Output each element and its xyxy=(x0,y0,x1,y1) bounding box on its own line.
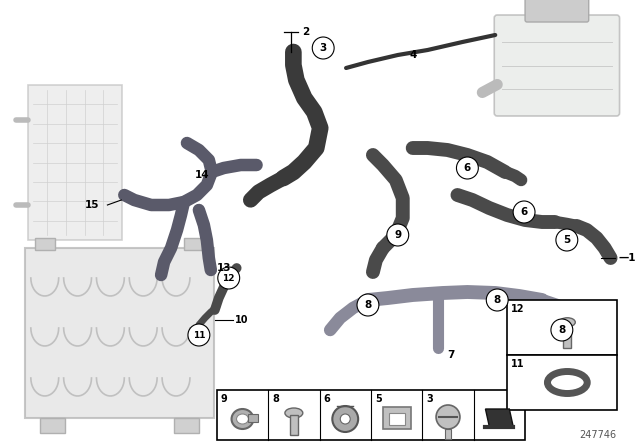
Text: 6: 6 xyxy=(324,394,330,404)
Circle shape xyxy=(436,405,460,429)
Circle shape xyxy=(188,324,210,346)
Ellipse shape xyxy=(559,318,575,327)
FancyBboxPatch shape xyxy=(28,85,122,240)
Circle shape xyxy=(387,224,409,246)
Text: 14: 14 xyxy=(195,170,209,180)
Text: 11: 11 xyxy=(193,331,205,340)
Text: 15: 15 xyxy=(85,200,99,210)
Text: 5: 5 xyxy=(375,394,381,404)
Bar xyxy=(445,429,451,439)
Text: 3: 3 xyxy=(426,394,433,404)
FancyBboxPatch shape xyxy=(494,15,620,116)
Text: 10: 10 xyxy=(235,315,248,325)
Text: 9: 9 xyxy=(394,230,401,240)
Bar xyxy=(248,414,259,422)
Ellipse shape xyxy=(285,408,303,418)
Text: 8: 8 xyxy=(272,394,279,404)
Bar xyxy=(563,326,572,348)
Ellipse shape xyxy=(554,376,581,388)
Circle shape xyxy=(340,414,350,424)
Text: 5: 5 xyxy=(563,235,570,245)
FancyBboxPatch shape xyxy=(25,248,214,418)
Text: 6: 6 xyxy=(520,207,528,217)
Text: 8: 8 xyxy=(558,325,566,335)
Bar xyxy=(290,415,298,435)
Circle shape xyxy=(312,37,334,59)
Circle shape xyxy=(556,229,578,251)
Text: 13: 13 xyxy=(217,263,231,273)
Text: 12: 12 xyxy=(511,304,525,314)
Text: 4: 4 xyxy=(410,50,417,60)
Bar xyxy=(217,390,525,440)
Bar xyxy=(507,355,616,410)
Polygon shape xyxy=(486,409,513,427)
Ellipse shape xyxy=(237,414,248,424)
Text: 12: 12 xyxy=(223,273,235,283)
Circle shape xyxy=(513,201,535,223)
Bar xyxy=(174,418,199,433)
Circle shape xyxy=(357,294,379,316)
Text: —1: —1 xyxy=(618,253,636,263)
Text: 11: 11 xyxy=(511,359,525,369)
Circle shape xyxy=(551,319,573,341)
FancyBboxPatch shape xyxy=(388,413,404,425)
Bar xyxy=(184,238,204,250)
Circle shape xyxy=(486,289,508,311)
Text: 6: 6 xyxy=(464,163,471,173)
Text: 7: 7 xyxy=(447,350,455,360)
Circle shape xyxy=(218,267,239,289)
Text: 2: 2 xyxy=(302,27,310,37)
FancyBboxPatch shape xyxy=(383,407,410,429)
Text: 8: 8 xyxy=(493,295,501,305)
Text: 9: 9 xyxy=(221,394,227,404)
Bar xyxy=(507,300,616,355)
Circle shape xyxy=(332,406,358,432)
FancyBboxPatch shape xyxy=(525,0,589,22)
Bar xyxy=(35,238,54,250)
Text: 8: 8 xyxy=(364,300,372,310)
Text: 3: 3 xyxy=(319,43,327,53)
Ellipse shape xyxy=(232,409,253,429)
Circle shape xyxy=(456,157,478,179)
Bar xyxy=(40,418,65,433)
Text: 247746: 247746 xyxy=(579,430,616,440)
